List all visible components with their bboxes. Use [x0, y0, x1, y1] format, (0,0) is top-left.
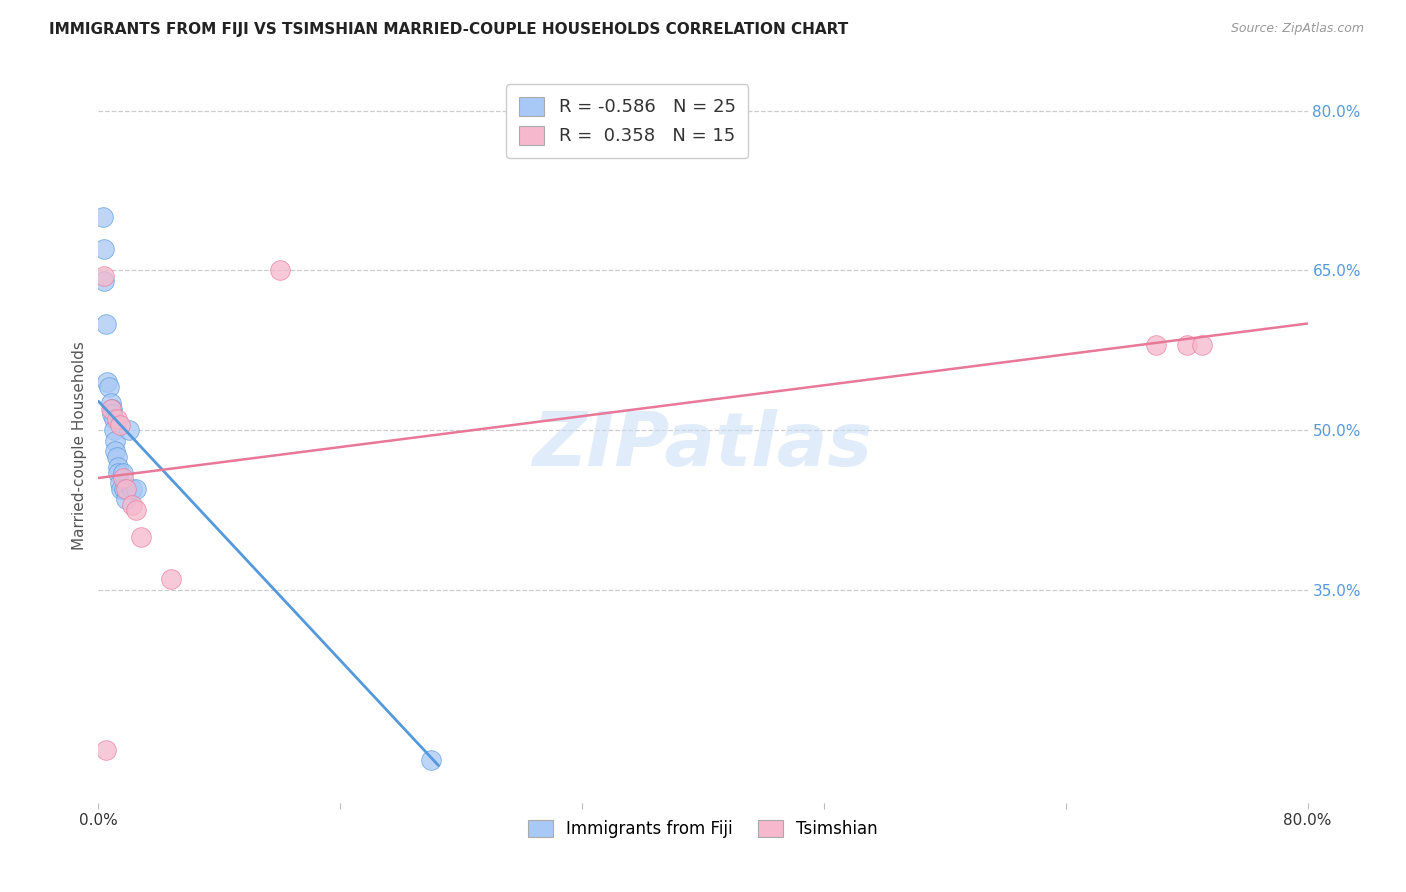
Point	[1191, 338, 1213, 352]
Point	[103, 423, 125, 437]
Point	[101, 407, 124, 421]
Point	[125, 503, 148, 517]
Point	[118, 423, 141, 437]
Point	[108, 476, 131, 491]
Point	[111, 466, 134, 480]
Point	[108, 417, 131, 432]
Point	[107, 466, 129, 480]
Point	[105, 412, 128, 426]
Text: Source: ZipAtlas.com: Source: ZipAtlas.com	[1230, 22, 1364, 36]
Y-axis label: Married-couple Households: Married-couple Households	[72, 342, 87, 550]
Point	[110, 482, 132, 496]
Point	[104, 434, 127, 448]
Point	[1144, 338, 1167, 352]
Point	[104, 444, 127, 458]
Point	[101, 401, 124, 416]
Point	[125, 482, 148, 496]
Point	[121, 482, 143, 496]
Point	[114, 492, 136, 507]
Point	[93, 274, 115, 288]
Text: ZIPatlas: ZIPatlas	[533, 409, 873, 483]
Point	[96, 375, 118, 389]
Point	[100, 401, 122, 416]
Point	[94, 317, 117, 331]
Point	[1175, 338, 1198, 352]
Point	[105, 450, 128, 464]
Point	[91, 210, 114, 224]
Point	[103, 412, 125, 426]
Point	[114, 482, 136, 496]
Text: IMMIGRANTS FROM FIJI VS TSIMSHIAN MARRIED-COUPLE HOUSEHOLDS CORRELATION CHART: IMMIGRANTS FROM FIJI VS TSIMSHIAN MARRIE…	[49, 22, 848, 37]
Legend: Immigrants from Fiji, Tsimshian: Immigrants from Fiji, Tsimshian	[522, 813, 884, 845]
Point	[111, 471, 134, 485]
Point	[93, 242, 115, 256]
Point	[98, 380, 121, 394]
Point	[107, 460, 129, 475]
Point	[269, 263, 291, 277]
Point	[420, 753, 443, 767]
Point	[112, 482, 135, 496]
Point	[160, 572, 183, 586]
Point	[93, 268, 115, 283]
Point	[121, 498, 143, 512]
Point	[94, 742, 117, 756]
Point	[100, 396, 122, 410]
Point	[129, 529, 152, 543]
